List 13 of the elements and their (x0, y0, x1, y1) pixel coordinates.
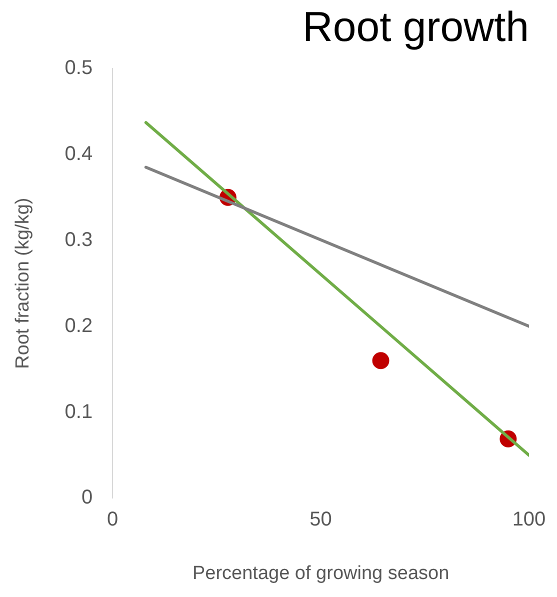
y-tick-label: 0 (81, 486, 93, 509)
chart-title: Root growth (302, 2, 529, 50)
x-tick-label: 0 (107, 508, 118, 531)
point (372, 352, 390, 370)
y-tick-label: 0.2 (64, 314, 93, 337)
x-tick-label: 100 (512, 508, 546, 531)
y-axis-title: Root fraction (kg/kg) (12, 198, 34, 369)
x-tick-label: 50 (310, 508, 332, 531)
y-tick-label: 0.5 (64, 56, 93, 79)
y-tick-label: 0.1 (64, 400, 93, 423)
y-tick-label: 0.4 (64, 142, 93, 165)
y-tick-label: 0.3 (64, 228, 93, 251)
x-axis-title: Percentage of growing season (192, 562, 450, 584)
